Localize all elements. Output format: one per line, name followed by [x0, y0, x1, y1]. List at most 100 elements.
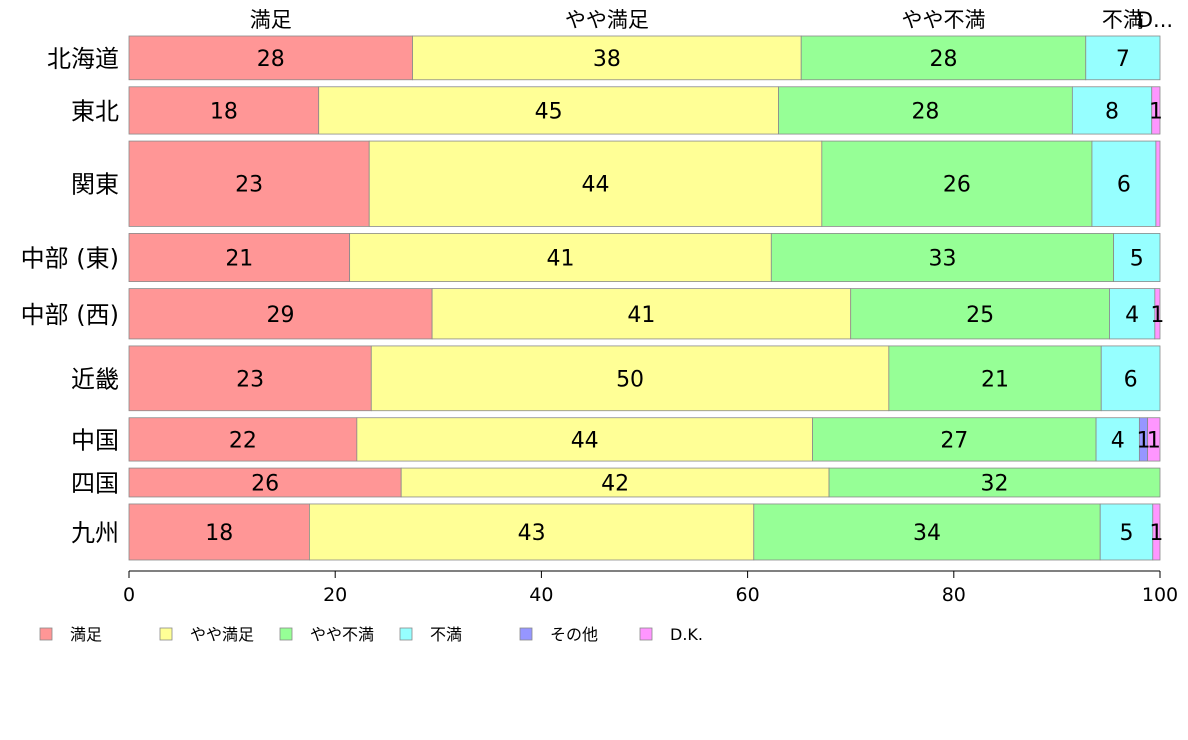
- bar-value-label: 5: [1130, 247, 1144, 272]
- bar-value-label: 44: [571, 428, 599, 453]
- legend-swatch: [519, 627, 533, 641]
- bar-value-label: 18: [205, 521, 233, 546]
- category-label: 関東: [71, 171, 119, 199]
- category-label: 東北: [71, 97, 119, 125]
- bar-value-label: 21: [981, 367, 1009, 392]
- bar-segment: [778, 86, 1073, 135]
- bar-segment: [431, 288, 852, 340]
- legend-label: 満足: [70, 625, 102, 644]
- x-tick-label: 80: [942, 584, 966, 606]
- bar-segment: [850, 288, 1110, 340]
- legend-label: その他: [550, 625, 598, 644]
- legend-label: D.K.: [670, 625, 703, 644]
- bar-value-label: 42: [601, 472, 629, 497]
- bar-value-label: 26: [251, 472, 279, 497]
- legend-swatch: [39, 627, 53, 641]
- bar-segment: [1099, 503, 1154, 561]
- x-tick-label: 100: [1142, 584, 1178, 606]
- top-labels-group: 満足 やや満足 やや不満 不満D...: [250, 8, 1173, 32]
- bar-segment: [412, 35, 802, 81]
- x-axis: 0 20 40 60 80 100: [123, 570, 1178, 606]
- bar-segment: [349, 233, 772, 282]
- bar-value-label: 23: [235, 173, 263, 198]
- category-label: 四国: [71, 470, 119, 498]
- bar-value-label: 5: [1119, 521, 1133, 546]
- bar-segment: [128, 467, 402, 498]
- bar-value-label: 44: [582, 173, 610, 198]
- bar-value-label: 7: [1116, 47, 1130, 72]
- bar-value-label: 8: [1105, 99, 1119, 124]
- bar-value-label: 1: [1137, 428, 1151, 453]
- legend-label: やや不満: [310, 625, 374, 644]
- top-series-label: やや不満: [901, 8, 985, 32]
- bar-value-label: 1: [1149, 521, 1163, 546]
- bar-value-label: 28: [911, 99, 939, 124]
- legend-swatch: [159, 627, 173, 641]
- bar-value-label: 28: [257, 47, 285, 72]
- category-label: 中部 (東): [21, 245, 119, 273]
- bar-labels-group: 28 38 28 718 45 28 8 123 44 26 621 41 33 529 41 25 4 123 5…: [205, 47, 1164, 546]
- bar-segment: [368, 140, 823, 227]
- bar-value-label: 38: [593, 47, 621, 72]
- bar-value-label: 28: [929, 47, 957, 72]
- legend-swatch: [639, 627, 653, 641]
- bar-value-label: 23: [236, 367, 264, 392]
- x-tick-label: 20: [323, 584, 347, 606]
- bar-value-label: 50: [616, 367, 644, 392]
- bar-segment: [400, 467, 830, 498]
- bar-segment: [1152, 503, 1161, 561]
- bar-value-label: 33: [928, 247, 956, 272]
- bar-segment: [318, 86, 779, 135]
- x-tick-label: 40: [529, 584, 553, 606]
- bar-value-label: 29: [267, 303, 295, 328]
- bar-segment: [821, 140, 1093, 227]
- bar-segment: [828, 467, 1161, 498]
- bar-value-label: 25: [966, 303, 994, 328]
- bar-segment: [128, 417, 358, 462]
- bar-value-label: 41: [627, 303, 655, 328]
- bar-segment: [1154, 288, 1161, 340]
- bar-value-label: 27: [940, 428, 968, 453]
- bar-segment: [128, 233, 351, 282]
- bar-segment: [1095, 417, 1140, 462]
- top-series-label: 満足: [250, 8, 292, 32]
- category-label: 近畿: [71, 365, 119, 393]
- category-label: 北海道: [47, 45, 119, 73]
- bar-segment: [888, 345, 1102, 412]
- bar-value-label: 26: [943, 173, 971, 198]
- bar-segment: [128, 288, 433, 340]
- bar-value-label: 34: [913, 521, 941, 546]
- bar-value-label: 6: [1124, 367, 1138, 392]
- bar-value-label: 32: [981, 472, 1009, 497]
- bar-segment: [800, 35, 1087, 81]
- bar-segment: [1155, 140, 1161, 227]
- bar-value-label: 4: [1111, 428, 1125, 453]
- bar-segment: [128, 35, 413, 81]
- bar-value-label: 45: [535, 99, 563, 124]
- legend-label: 不満: [430, 625, 462, 644]
- bar-segment: [1113, 233, 1161, 282]
- legend: 満足 やや満足 やや不満 不満 その他 D.K.: [39, 625, 703, 644]
- bar-value-label: 6: [1117, 173, 1131, 198]
- bar-segment: [1071, 86, 1153, 135]
- bar-value-label: 43: [518, 521, 546, 546]
- top-series-label: やや満足: [565, 8, 649, 32]
- bar-segment: [1100, 345, 1161, 412]
- bar-segment: [1109, 288, 1156, 340]
- x-tick-label: 0: [123, 584, 135, 606]
- bar-segment: [128, 86, 320, 135]
- bar-segment: [356, 417, 813, 462]
- bar-segment: [753, 503, 1101, 561]
- bar-segment: [309, 503, 755, 561]
- bar-value-label: 4: [1125, 303, 1139, 328]
- bar-value-label: 21: [225, 247, 253, 272]
- bar-segment: [128, 140, 370, 227]
- bar-segment: [770, 233, 1115, 282]
- bar-segment: [370, 345, 890, 412]
- bars-group: [128, 35, 1161, 561]
- legend-swatch: [279, 627, 293, 641]
- category-label: 中部 (西): [21, 301, 119, 329]
